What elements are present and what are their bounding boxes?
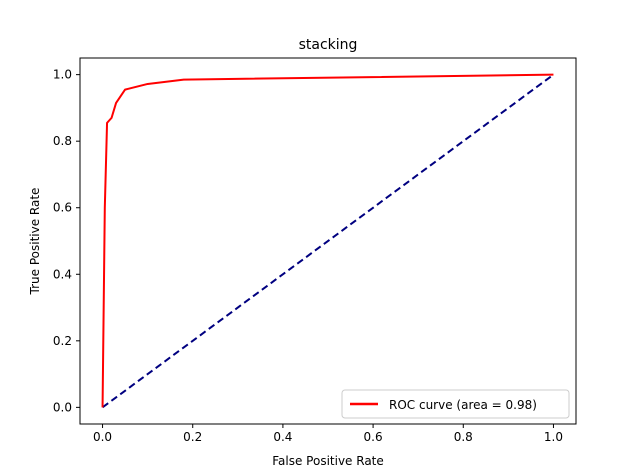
x-tick-label: 0.0 <box>93 430 112 444</box>
y-tick-label: 0.4 <box>53 267 72 281</box>
y-tick-label: 0.0 <box>53 400 72 414</box>
x-tick-label: 1.0 <box>544 430 563 444</box>
x-axis-label: False Positive Rate <box>272 454 384 468</box>
x-tick-label: 0.8 <box>454 430 473 444</box>
legend: ROC curve (area = 0.98) <box>341 389 570 419</box>
chance-line <box>101 73 555 409</box>
y-tick-label: 0.8 <box>53 134 72 148</box>
roc-curve-line <box>101 73 554 408</box>
y-tick-label: 0.2 <box>53 334 72 348</box>
y-tick-label: 1.0 <box>53 68 72 82</box>
series-layer <box>101 73 555 409</box>
x-axis: 0.0 0.2 0.4 0.6 0.8 1.0 <box>93 424 563 444</box>
x-tick-label: 0.2 <box>183 430 202 444</box>
x-tick-label: 0.6 <box>364 430 383 444</box>
y-tick-label: 0.6 <box>53 201 72 215</box>
legend-box <box>341 389 570 419</box>
legend-label-roc: ROC curve (area = 0.98) <box>389 398 537 412</box>
x-tick-label: 0.4 <box>273 430 292 444</box>
chart-title: stacking <box>299 37 358 53</box>
y-axis: 0.0 0.2 0.4 0.6 0.8 1.0 <box>53 68 80 414</box>
y-axis-label: True Positive Rate <box>28 188 42 296</box>
